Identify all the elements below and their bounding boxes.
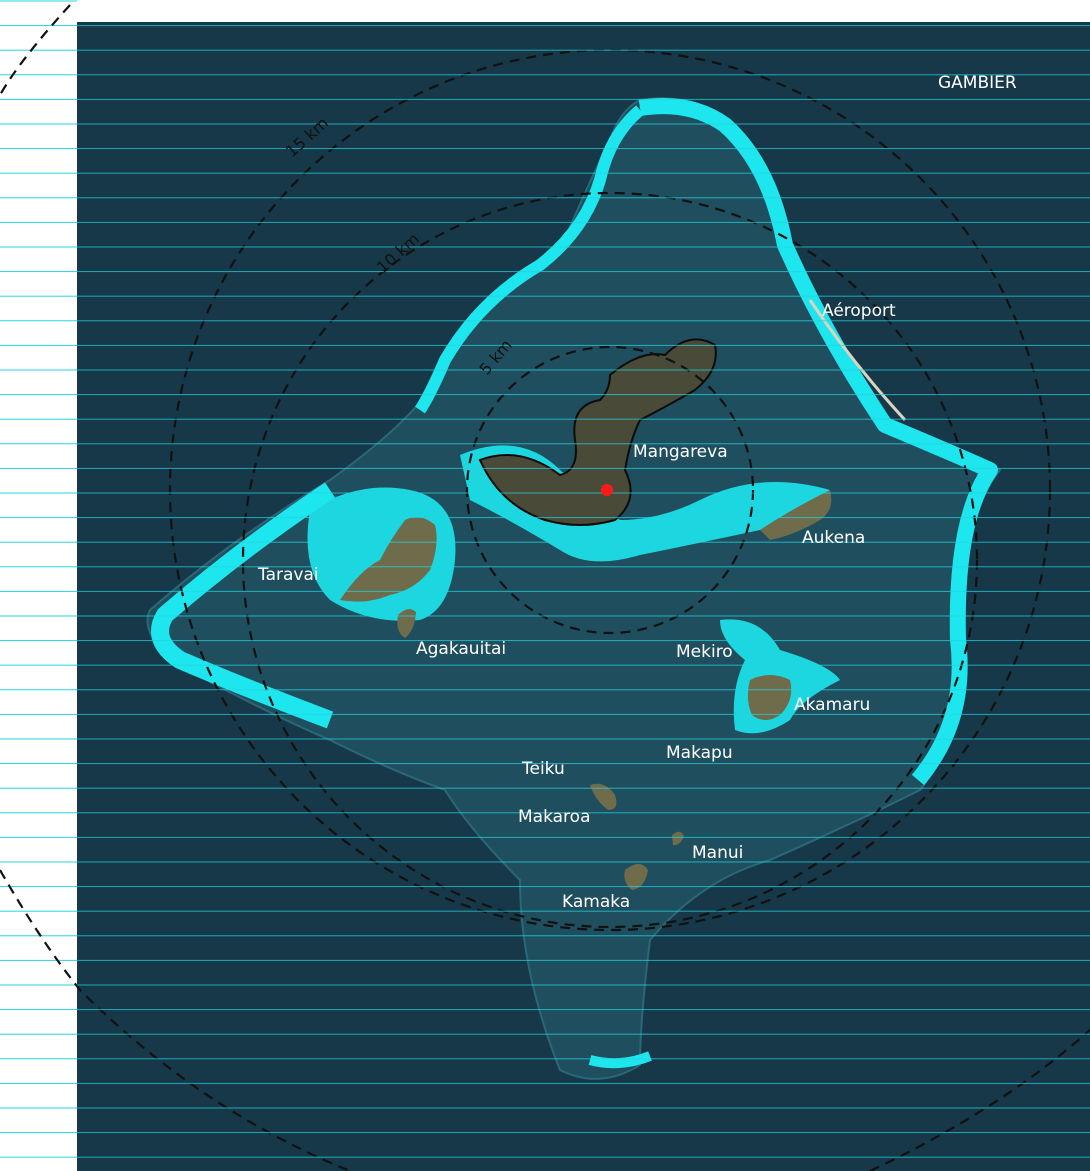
label-agakauitai: Agakauitai (416, 639, 506, 659)
label-mekiro: Mekiro (676, 642, 733, 662)
label-aukena: Aukena (802, 528, 865, 548)
label-mangareva: Mangareva (633, 442, 728, 462)
ruled-lines-overlay (77, 22, 1090, 1171)
label-aeroport: Aéroport (822, 301, 896, 321)
label-makaroa: Makaroa (518, 807, 590, 827)
left-margin-lines (0, 0, 77, 1171)
label-manui: Manui (692, 843, 743, 863)
label-teiku: Teiku (521, 759, 565, 779)
label-taravai: Taravai (257, 565, 319, 585)
map-title: GAMBIER (938, 73, 1017, 93)
rikitea-marker (601, 484, 613, 496)
label-akamaru: Akamaru (794, 695, 870, 715)
label-kamaka: Kamaka (562, 892, 630, 912)
label-makapu: Makapu (666, 743, 733, 763)
